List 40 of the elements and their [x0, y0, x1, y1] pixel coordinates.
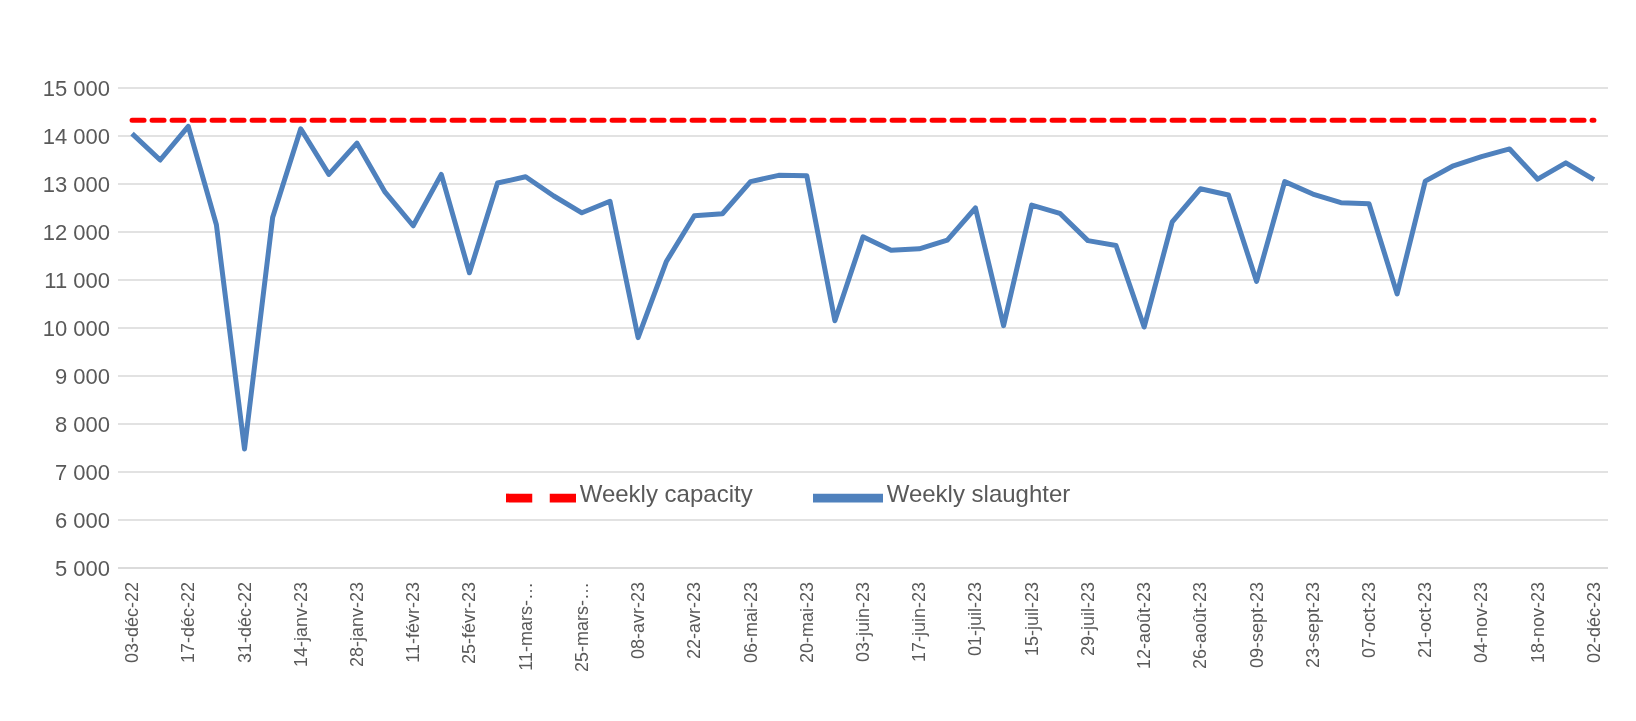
x-tick-label: 01-juil-23 [965, 582, 986, 657]
x-tick-label: 22-avr-23 [684, 582, 705, 660]
y-tick-label: 15 000 [42, 75, 110, 101]
x-tick-label: 25-mars-… [571, 582, 592, 673]
y-tick-label: 5 000 [54, 555, 110, 581]
x-tick-label: 23-sept-23 [1302, 582, 1323, 669]
y-tick-label: 12 000 [42, 219, 110, 245]
x-tick-label: 11-mars-… [515, 582, 536, 671]
x-tick-label: 07-oct-23 [1359, 582, 1380, 659]
x-tick-label: 20-mai-23 [796, 582, 817, 664]
x-tick-label: 15-juil-23 [1021, 582, 1042, 657]
x-tick-label: 31-déc-22 [234, 582, 255, 664]
y-tick-label: 8 000 [54, 411, 110, 437]
x-tick-label: 29-juil-23 [1077, 582, 1098, 657]
x-tick-label: 11-févr-23 [403, 582, 424, 663]
y-tick-label: 7 000 [54, 459, 110, 485]
x-tick-label: 03-juin-23 [853, 582, 873, 663]
x-tick-label: 26-août-23 [1190, 582, 1211, 670]
y-tick-label: 11 000 [44, 267, 110, 293]
y-tick-label: 14 000 [42, 123, 110, 149]
x-tick-label: 17-déc-22 [178, 582, 199, 664]
x-tick-label: 18-nov-23 [1527, 582, 1548, 664]
x-tick-label: 02-déc-23 [1583, 582, 1604, 664]
y-tick-label: 10 000 [42, 315, 110, 341]
y-tick-label: 13 000 [42, 171, 110, 197]
x-tick-label: 09-sept-23 [1246, 582, 1267, 669]
y-tick-label: 6 000 [54, 507, 110, 533]
x-tick-label: 28-janv-23 [346, 582, 367, 668]
x-tick-label: 04-nov-23 [1471, 582, 1492, 664]
x-tick-label: 14-janv-23 [290, 582, 311, 668]
x-tick-label: 08-avr-23 [628, 582, 649, 660]
legend-label: Weekly slaughter [886, 480, 1071, 508]
x-tick-label: 12-août-23 [1134, 582, 1155, 670]
x-tick-label: 17-juin-23 [909, 582, 930, 663]
legend-label: Weekly capacity [579, 480, 753, 508]
x-tick-label: 03-déc-22 [122, 582, 143, 664]
x-tick-label: 25-févr-23 [459, 582, 480, 665]
y-tick-label: 9 000 [54, 363, 110, 389]
x-tick-label: 21-oct-23 [1415, 582, 1436, 659]
x-tick-label: 06-mai-23 [740, 582, 761, 664]
